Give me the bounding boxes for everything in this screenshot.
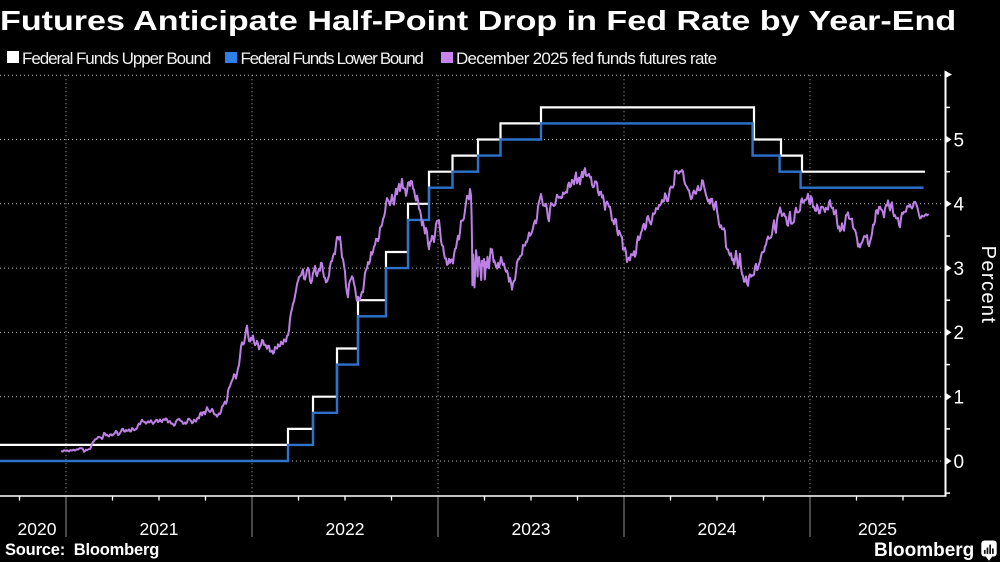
svg-text:2024: 2024 bbox=[698, 519, 737, 539]
svg-text:2025: 2025 bbox=[858, 519, 897, 539]
svg-text:2022: 2022 bbox=[326, 519, 365, 539]
svg-text:0: 0 bbox=[954, 452, 965, 473]
svg-text:1: 1 bbox=[954, 388, 965, 409]
svg-text:3: 3 bbox=[954, 259, 965, 280]
svg-text:2023: 2023 bbox=[512, 519, 551, 539]
svg-text:2021: 2021 bbox=[140, 519, 179, 539]
svg-text:2: 2 bbox=[954, 323, 965, 344]
svg-text:2020: 2020 bbox=[18, 519, 57, 539]
svg-text:4: 4 bbox=[954, 195, 965, 216]
svg-text:5: 5 bbox=[954, 130, 965, 151]
svg-text:Percent: Percent bbox=[977, 246, 999, 325]
